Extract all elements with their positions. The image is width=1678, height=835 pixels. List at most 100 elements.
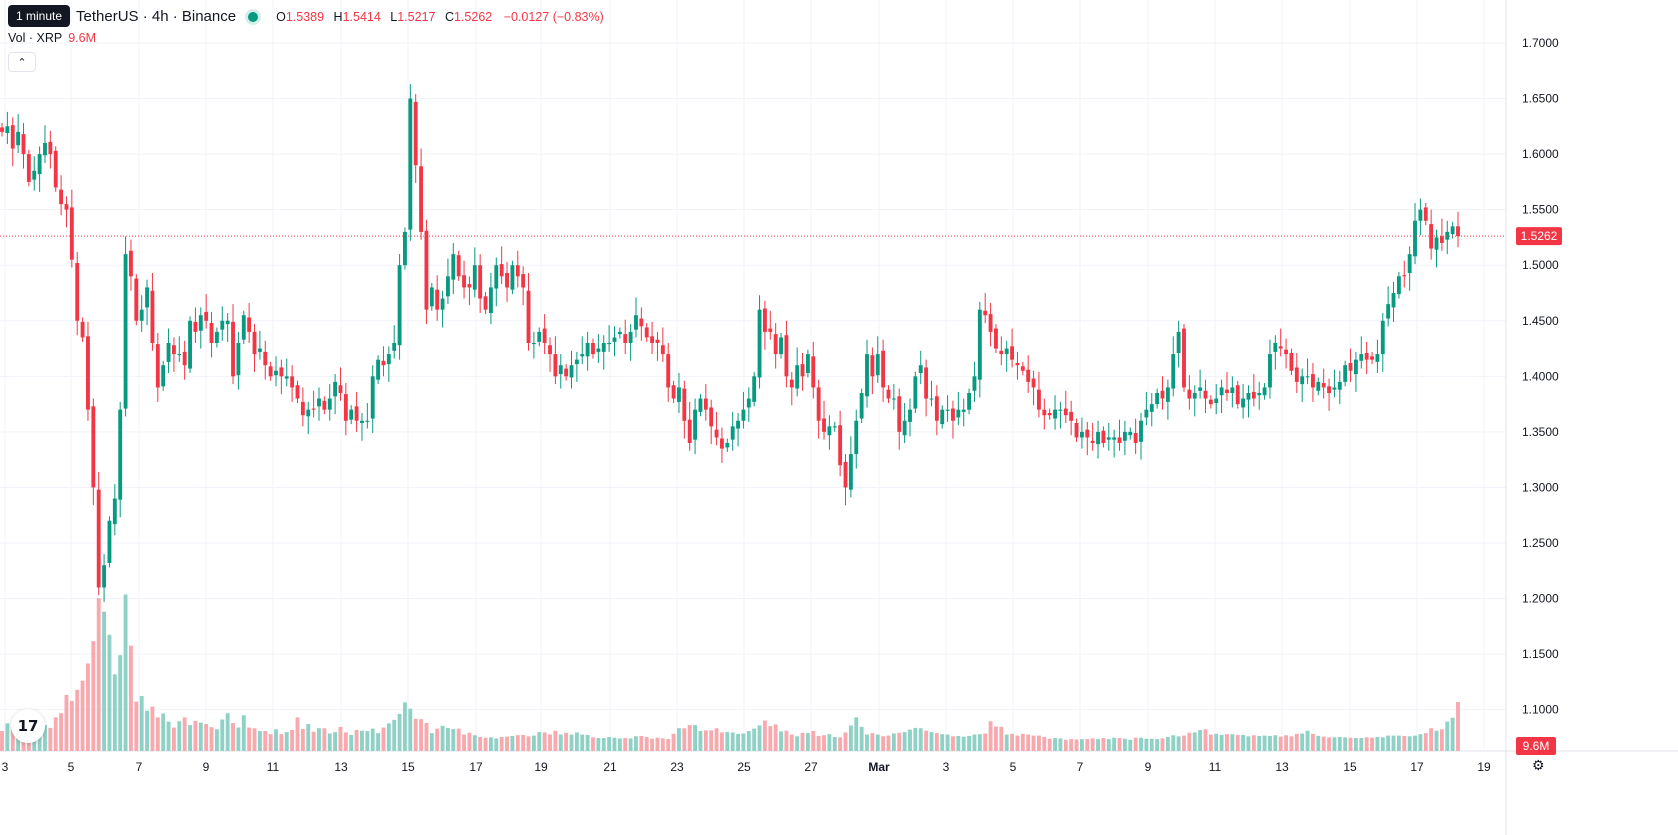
candle-body — [1402, 275, 1407, 277]
candle-body — [231, 321, 235, 377]
candle-body — [381, 360, 386, 366]
candle-body — [1235, 385, 1240, 405]
candle-body — [1182, 328, 1186, 388]
candle-body — [16, 131, 21, 146]
volume-bar — [1407, 736, 1412, 751]
volume-bar — [913, 727, 918, 751]
candle-body — [1413, 220, 1417, 257]
candle-body — [1225, 389, 1229, 393]
candle-body — [757, 309, 762, 378]
volume-bar — [1311, 733, 1315, 751]
volume-bar — [848, 725, 853, 751]
candle-body — [1418, 209, 1423, 221]
price-tick-label: 1.6000 — [1522, 147, 1559, 161]
candle-body — [1165, 387, 1170, 402]
volume-bar — [451, 728, 456, 751]
volume-bar — [306, 724, 311, 751]
volume-bar — [161, 713, 166, 751]
volume-bar — [456, 728, 461, 751]
volume-bar — [1294, 733, 1299, 751]
volume-bar — [601, 738, 606, 751]
candle-body — [64, 204, 69, 210]
volume-bar — [1176, 736, 1181, 751]
volume-bar — [236, 727, 241, 751]
volume-bar — [612, 737, 617, 751]
candle-body — [451, 254, 456, 280]
volume-bar — [96, 598, 101, 751]
candle-body — [1160, 390, 1165, 399]
candle-body — [607, 342, 612, 345]
interval-tooltip: 1 minute — [8, 5, 71, 27]
volume-bar — [1251, 735, 1256, 751]
candle-body — [569, 365, 574, 378]
high-value: 1.5414 — [342, 9, 381, 24]
volume-bar — [714, 728, 719, 751]
volume-bar — [967, 735, 972, 751]
volume-bar — [440, 725, 445, 751]
candle-body — [961, 409, 966, 412]
volume-bar — [687, 725, 692, 751]
time-tick-label: 9 — [1145, 760, 1152, 774]
volume-bar — [951, 736, 955, 751]
time-tick-label: 19 — [534, 760, 548, 774]
volume-bar — [327, 733, 332, 751]
candle-body — [773, 334, 778, 355]
time-tick-label: 9 — [203, 760, 210, 774]
time-tick-label: 11 — [1209, 760, 1222, 774]
candle-body — [752, 376, 757, 402]
volume-bar — [875, 734, 880, 751]
volume-bar — [290, 730, 295, 751]
candle-body — [870, 355, 875, 377]
volume-bar — [1359, 738, 1364, 751]
candle-body — [1139, 420, 1143, 442]
volume-bar — [397, 713, 402, 751]
volume-bar — [445, 727, 450, 751]
candle-body — [161, 365, 166, 387]
volume-bar — [75, 689, 80, 751]
candle-body — [1128, 431, 1133, 436]
market-status-icon[interactable] — [248, 11, 259, 22]
volume-bar — [940, 734, 945, 751]
volume-bar — [1450, 717, 1455, 751]
symbol-title[interactable]: TetherUS · 4h · Binance — [76, 8, 237, 25]
candle-body — [198, 315, 203, 331]
candle-body — [327, 398, 332, 410]
volume-bar — [1219, 734, 1224, 751]
collapse-legend-button[interactable]: ⌃ — [8, 52, 36, 72]
candle-body — [1187, 389, 1192, 399]
volume-bar — [37, 732, 42, 751]
volume-bar — [274, 729, 278, 751]
candle-body — [166, 342, 171, 362]
candle-body — [537, 331, 542, 342]
candle-body — [1262, 387, 1267, 396]
candle-body — [762, 308, 767, 332]
volume-bar — [317, 728, 321, 751]
close-label: C — [444, 9, 454, 24]
volume-bar — [709, 730, 714, 751]
volume-legend[interactable]: Vol · XRP 9.6M — [8, 31, 96, 45]
volume-bar — [1122, 738, 1127, 751]
volume-bar — [650, 738, 655, 751]
tradingview-logo-icon[interactable]: 17 — [11, 709, 45, 743]
last-price-label: 1.5262 — [1521, 229, 1558, 243]
candle-body — [994, 328, 998, 349]
candle-body — [392, 342, 397, 351]
volume-bar — [762, 720, 767, 751]
volume-bar — [129, 645, 133, 751]
time-tick-label: 5 — [68, 760, 75, 774]
gear-icon[interactable]: ⚙ — [1532, 757, 1545, 773]
candle-body — [37, 154, 42, 175]
candle-body — [10, 125, 15, 149]
candle-body — [1327, 386, 1331, 393]
volume-bar — [1004, 734, 1009, 751]
volume-bar — [1208, 734, 1213, 751]
volume-bar — [1101, 738, 1106, 751]
candle-body — [988, 314, 993, 332]
volume-bar — [1182, 735, 1186, 751]
candle-body — [859, 392, 864, 419]
volume-bar — [1246, 736, 1251, 751]
volume-bar — [1230, 734, 1235, 751]
candle-body — [591, 342, 595, 355]
volume-bar — [499, 737, 504, 751]
